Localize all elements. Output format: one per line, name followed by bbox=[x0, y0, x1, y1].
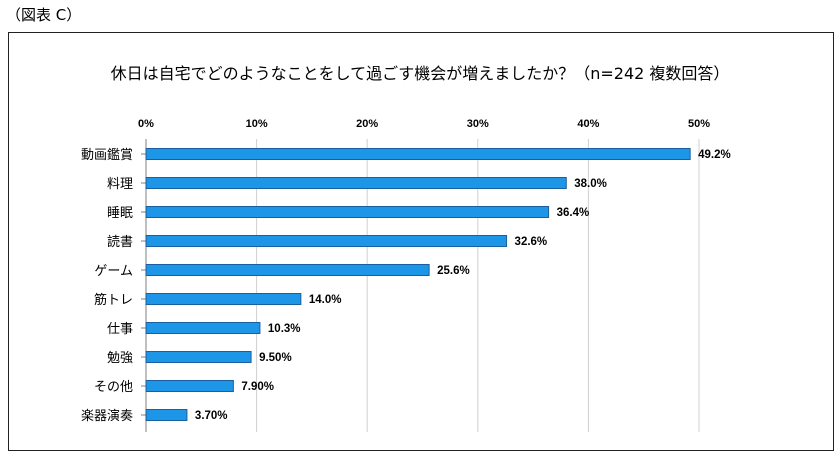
category-label: 筋トレ bbox=[94, 292, 133, 308]
figure-label: （図表 C） bbox=[6, 6, 82, 24]
bar bbox=[145, 409, 188, 421]
category-label: 動画鑑賞 bbox=[81, 147, 133, 163]
category-label: ゲーム bbox=[94, 264, 133, 279]
bar bbox=[145, 206, 550, 218]
data-label: 38.0% bbox=[574, 178, 607, 190]
category-label: 読書 bbox=[107, 234, 133, 250]
data-label: 32.6% bbox=[515, 236, 548, 248]
bar bbox=[145, 148, 691, 160]
data-label: 36.4% bbox=[557, 207, 590, 219]
category-label: 料理 bbox=[107, 177, 133, 192]
chart-title: 休日は自宅でどのようなことをして過ごす機会が増えましたか？（n=242 複数回答… bbox=[110, 64, 730, 83]
x-tick-label: 0% bbox=[138, 118, 154, 130]
bar bbox=[145, 380, 234, 392]
bar bbox=[145, 264, 430, 276]
bar bbox=[145, 293, 302, 305]
x-tick-label: 40% bbox=[577, 118, 599, 130]
data-label: 9.50% bbox=[259, 352, 292, 364]
category-label: 睡眠 bbox=[107, 206, 133, 221]
category-label: 仕事 bbox=[107, 322, 133, 337]
data-label: 7.90% bbox=[241, 381, 274, 393]
x-tick-label: 10% bbox=[246, 118, 268, 130]
category-label: 勉強 bbox=[107, 351, 133, 366]
x-tick-label: 30% bbox=[467, 118, 489, 130]
category-label: その他 bbox=[94, 380, 133, 395]
data-label: 3.70% bbox=[195, 410, 228, 422]
data-label: 14.0% bbox=[309, 294, 342, 306]
bar bbox=[145, 322, 261, 334]
bar bbox=[145, 351, 252, 363]
data-label: 25.6% bbox=[437, 265, 470, 277]
data-label: 49.2% bbox=[698, 149, 731, 161]
category-label: 楽器演奏 bbox=[81, 408, 133, 424]
chart-frame bbox=[8, 32, 834, 451]
bar bbox=[145, 235, 508, 247]
data-label: 10.3% bbox=[268, 323, 301, 335]
x-tick-label: 20% bbox=[356, 118, 378, 130]
bar bbox=[145, 177, 567, 189]
x-tick-label: 50% bbox=[688, 118, 710, 130]
